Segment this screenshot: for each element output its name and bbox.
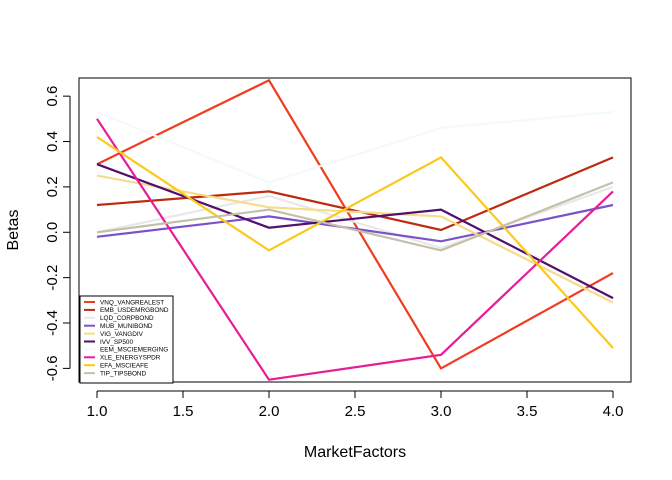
y-tick-label: 0.2 — [44, 176, 61, 197]
legend-entry-label: MUB_MUNIBOND — [100, 323, 153, 330]
x-tick-label: 3.5 — [517, 403, 538, 420]
y-axis: -0.6 -0.4 -0.2 0.0 0.2 0.4 0.6 — [44, 86, 71, 381]
legend-entry-label: IVV_SP500 — [100, 339, 133, 346]
x-tick-label: 4.0 — [603, 403, 624, 420]
x-tick-label: 3.0 — [431, 403, 452, 420]
series-line-vig_vangdiv — [96, 174, 614, 304]
y-tick-label: 0.0 — [44, 222, 61, 243]
legend: VNQ_VANGREALESTEMB_USDEMRGBONDLQD_CORPBO… — [79, 295, 174, 384]
series-line-efa_mscieafe — [96, 136, 614, 349]
legend-entry-label: XLE_ENERGYSPDR — [100, 355, 161, 362]
x-tick-label: 1.0 — [87, 403, 108, 420]
series-line-eem_msciemerging — [96, 110, 614, 184]
y-tick-label: -0.2 — [44, 265, 61, 291]
series-layer — [96, 78, 614, 381]
series-line-tip_tipsbond — [96, 181, 614, 252]
x-tick-label: 2.5 — [345, 403, 366, 420]
legend-entry-label: EFA_MSCIEAFE — [100, 363, 148, 370]
legend-entry-label: EEM_MSCIEMERGING — [100, 347, 168, 354]
legend-entry-label: TIP_TIPSBOND — [100, 370, 147, 377]
plot-area-border — [78, 77, 632, 383]
legend-box — [79, 295, 174, 384]
x-tick-label: 2.0 — [259, 403, 280, 420]
y-tick-label: -0.4 — [44, 310, 61, 336]
x-tick-label: 1.5 — [173, 403, 194, 420]
y-axis-label: Betas — [5, 210, 22, 251]
y-tick-label: 0.6 — [44, 86, 61, 107]
series-line-emb_usdemrgbond — [96, 156, 614, 232]
legend-entry-label: VNQ_VANGREALEST — [100, 299, 164, 306]
legend-entry-label: VIG_VANGDIV — [100, 331, 144, 338]
series-line-mub_munibond — [96, 203, 614, 243]
y-tick-label: -0.6 — [44, 355, 61, 381]
x-axis-label: MarketFactors — [304, 444, 406, 461]
x-axis: 1.0 1.5 2.0 2.5 3.0 3.5 4.0 — [87, 390, 624, 420]
series-line-xle_energyspdr — [96, 118, 614, 381]
legend-entry-label: EMB_USDEMRGBOND — [100, 307, 169, 314]
legend-entry-label: LQD_CORPBOND — [100, 315, 154, 322]
series-line-vnq_vangrealest — [96, 78, 614, 370]
y-tick-label: 0.4 — [44, 131, 61, 152]
